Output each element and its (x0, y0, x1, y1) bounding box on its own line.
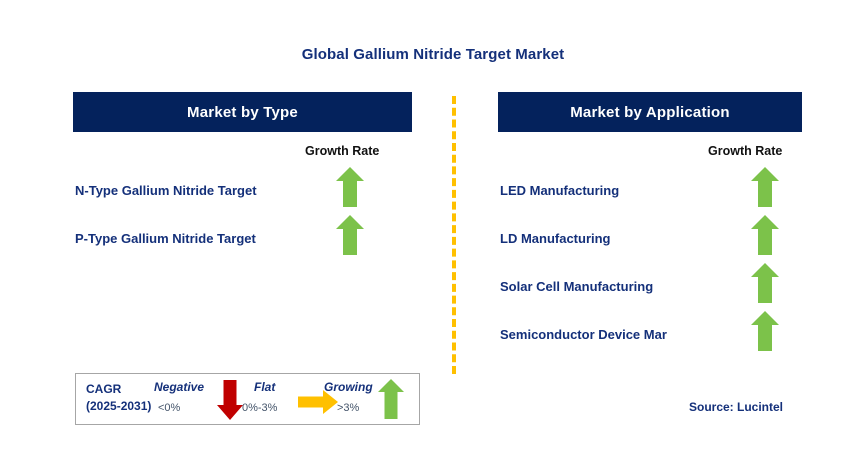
arrow-up-green-icon (748, 262, 782, 304)
legend-range-growing: >3% (337, 402, 360, 414)
list-item-label: N-Type Gallium Nitride Target (75, 183, 257, 198)
source-note: Source: Lucintel (689, 400, 784, 414)
legend-range-flat: 0%-3% (242, 402, 278, 414)
arrow-up-green-icon (748, 166, 782, 208)
section-header-application-label: Market by Application (570, 103, 730, 121)
arrow-up-green-icon (378, 379, 404, 424)
arrow-up-green-icon (748, 214, 782, 256)
vertical-dashed-divider (452, 96, 456, 374)
legend-range-negative: <0% (158, 402, 181, 414)
legend-term-growing: Growing (324, 380, 373, 394)
arrow-up-green-icon (748, 310, 782, 352)
section-header-type-label: Market by Type (187, 103, 298, 121)
list-item-label: Semiconductor Device Mar (500, 327, 667, 342)
page-title: Global Gallium Nitride Target Market (301, 46, 565, 63)
cagr-legend-title-line1: CAGR (86, 382, 122, 396)
arrow-up-green-icon (333, 166, 367, 208)
cagr-legend-title: CAGR (2025-2031) (86, 381, 151, 415)
cagr-legend: CAGR (2025-2031) Negative <0% Flat 0%-3%… (75, 373, 420, 425)
list-item-label: P-Type Gallium Nitride Target (75, 231, 256, 246)
list-item-label: LED Manufacturing (500, 183, 620, 198)
list-item-label: Solar Cell Manufacturing (500, 279, 654, 294)
arrow-up-green-icon (333, 214, 367, 256)
arrow-right-yellow-icon (298, 390, 338, 419)
list-item-label: LD Manufacturing (500, 231, 611, 246)
legend-term-negative: Negative (154, 380, 205, 394)
legend-term-flat: Flat (254, 380, 276, 394)
section-header-market-by-application: Market by Application (498, 92, 802, 132)
cagr-legend-title-line2: (2025-2031) (86, 399, 152, 413)
growth-rate-label-left: Growth Rate (305, 144, 380, 158)
growth-rate-label-right: Growth Rate (708, 144, 783, 158)
arrow-down-red-icon (217, 380, 243, 425)
section-header-market-by-type: Market by Type (73, 92, 412, 132)
